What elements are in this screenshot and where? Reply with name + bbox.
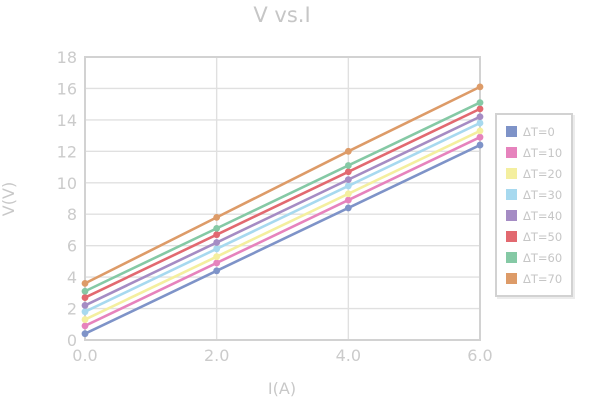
chart-title: V vs.I (253, 3, 310, 27)
data-point (213, 259, 221, 267)
legend-label: ΔT=10 (523, 145, 563, 160)
y-axis-label: V(V) (0, 182, 18, 216)
data-point (344, 147, 352, 155)
legend-item: ΔT=10 (506, 142, 562, 163)
data-point (81, 330, 89, 338)
data-point (344, 176, 352, 184)
y-tick-label: 8 (67, 205, 77, 224)
y-tick-label: 6 (67, 237, 77, 256)
x-tick-label: 2.0 (204, 346, 229, 365)
data-point (213, 245, 221, 253)
data-point (81, 287, 89, 295)
series-line (83, 85, 482, 285)
y-tick-label: 2 (67, 300, 77, 319)
x-axis-label: I(A) (268, 379, 296, 398)
legend-label: ΔT=0 (523, 124, 555, 139)
data-point (81, 302, 89, 309)
data-point (344, 182, 352, 190)
legend-item: ΔT=70 (506, 268, 562, 289)
data-point (213, 213, 221, 221)
y-tick-label: 4 (67, 268, 77, 287)
data-point (476, 141, 484, 149)
y-tick-label: 18 (57, 48, 77, 67)
y-tick-label: 10 (57, 174, 77, 193)
legend-swatch (506, 210, 517, 221)
legend-swatch (506, 126, 517, 137)
data-point (344, 196, 352, 204)
data-point (476, 127, 484, 135)
legend-label: ΔT=50 (523, 229, 563, 244)
x-tick-label: 0.0 (72, 346, 97, 365)
data-point (213, 231, 221, 239)
series-line (83, 143, 482, 336)
x-tick-label: 4.0 (336, 346, 361, 365)
data-point (213, 239, 221, 246)
legend-label: ΔT=60 (523, 250, 563, 265)
plot-border (84, 56, 481, 341)
legend-item: ΔT=20 (506, 163, 562, 184)
legend-item: ΔT=30 (506, 184, 562, 205)
data-point (476, 83, 484, 91)
plot-area: 0.0 2.0 4.0 6.0 0 2 4 6 8 10 12 14 16 18 (57, 48, 493, 365)
legend-label: ΔT=20 (523, 166, 563, 181)
legend-item: ΔT=40 (506, 205, 562, 226)
series-line (83, 115, 482, 307)
legend-item: ΔT=50 (506, 226, 562, 247)
y-tick-label: 12 (57, 142, 77, 161)
series-line (83, 129, 482, 321)
series-line (83, 107, 482, 299)
data-point (476, 113, 484, 121)
data-point (81, 316, 89, 323)
legend-label: ΔT=40 (523, 208, 563, 223)
data-point (476, 119, 484, 127)
legend: ΔT=0 ΔT=10 ΔT=20 ΔT=30 ΔT=40 ΔT=50 ΔT=60 ΔT=70 (495, 113, 574, 297)
data-point (81, 280, 89, 287)
series-line (83, 121, 482, 314)
legend-label: ΔT=70 (523, 271, 563, 286)
data-point (344, 190, 352, 198)
legend-item: ΔT=60 (506, 247, 562, 268)
legend-label: ΔT=30 (523, 187, 563, 202)
legend-swatch (506, 147, 517, 158)
y-tick-label: 16 (57, 79, 77, 98)
data-point (213, 253, 221, 261)
data-point (81, 294, 89, 301)
data-point (476, 105, 484, 113)
data-point (344, 168, 352, 176)
legend-swatch (506, 273, 517, 284)
legend-swatch (506, 168, 517, 179)
x-tick-label: 6.0 (467, 346, 492, 365)
data-point (213, 224, 221, 232)
legend-swatch (506, 252, 517, 263)
data-point (81, 308, 89, 316)
y-tick-label: 14 (57, 111, 77, 130)
data-point (344, 162, 352, 169)
series-line (83, 101, 482, 293)
legend-swatch (506, 189, 517, 200)
y-tick-label: 0 (67, 331, 77, 350)
series-line (83, 135, 482, 328)
data-point (476, 133, 484, 141)
data-point (344, 204, 352, 212)
legend-swatch (506, 231, 517, 242)
data-point (81, 322, 89, 330)
data-point (476, 99, 484, 106)
data-point (213, 267, 221, 275)
legend-item: ΔT=0 (506, 121, 562, 142)
